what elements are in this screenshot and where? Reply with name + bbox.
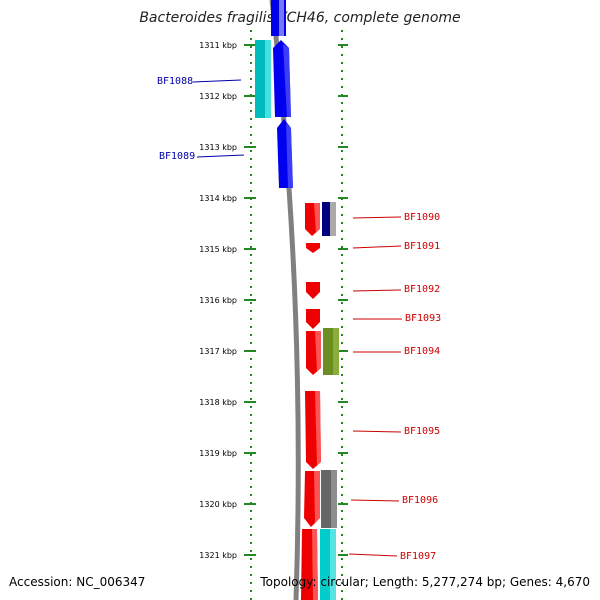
gene-label-BF1092: BF1092	[404, 284, 440, 295]
tick-label: 1316 kbp	[199, 296, 237, 305]
tick-label: 1321 kbp	[199, 551, 237, 560]
left-strand-genes	[255, 0, 293, 188]
gene-label-BF1090: BF1090	[404, 212, 440, 223]
tick-labels: 1311 kbp 1312 kbp 1313 kbp 1314 kbp 1315…	[199, 41, 237, 560]
left-leader-lines	[192, 79, 245, 158]
gene-label-BF1095: BF1095	[404, 426, 440, 437]
right-ruler-ticks	[338, 44, 348, 556]
gene-block	[322, 202, 332, 236]
gene-arrow	[306, 309, 320, 329]
gene-arrow	[306, 282, 320, 299]
ruler-ticks	[244, 44, 256, 556]
gene-label-BF1089: BF1089	[159, 151, 195, 162]
genome-title: Bacteroides fragilis YCH46, complete gen…	[139, 10, 461, 26]
gene-label-BF1096: BF1096	[402, 495, 438, 506]
tick-label: 1319 kbp	[199, 449, 237, 458]
tick-label: 1311 kbp	[199, 41, 237, 50]
tick-label: 1315 kbp	[199, 245, 237, 254]
gene-arrow	[306, 243, 320, 253]
tick-label: 1312 kbp	[199, 92, 237, 101]
tick-label: 1313 kbp	[199, 143, 237, 152]
tick-label: 1320 kbp	[199, 500, 237, 509]
tick-label: 1317 kbp	[199, 347, 237, 356]
tick-label: 1318 kbp	[199, 398, 237, 407]
gene-label-BF1093: BF1093	[405, 313, 441, 324]
right-strand-genes	[301, 202, 339, 600]
gene-label-BF1097: BF1097	[400, 551, 436, 562]
right-gene-labels: BF1090 BF1091 BF1092 BF1093 BF1094 BF109…	[400, 212, 441, 562]
accession-label: Accession: NC_006347	[9, 575, 146, 589]
gene-label-BF1088: BF1088	[157, 76, 193, 87]
genome-summary: Topology: circular; Length: 5,277,274 bp…	[260, 575, 590, 589]
left-gene-labels: BF1088 BF1089	[157, 76, 195, 162]
gene-label-BF1094: BF1094	[404, 346, 440, 357]
tick-label: 1314 kbp	[199, 194, 237, 203]
right-leader-lines	[348, 216, 402, 557]
gene-label-BF1091: BF1091	[404, 241, 440, 252]
